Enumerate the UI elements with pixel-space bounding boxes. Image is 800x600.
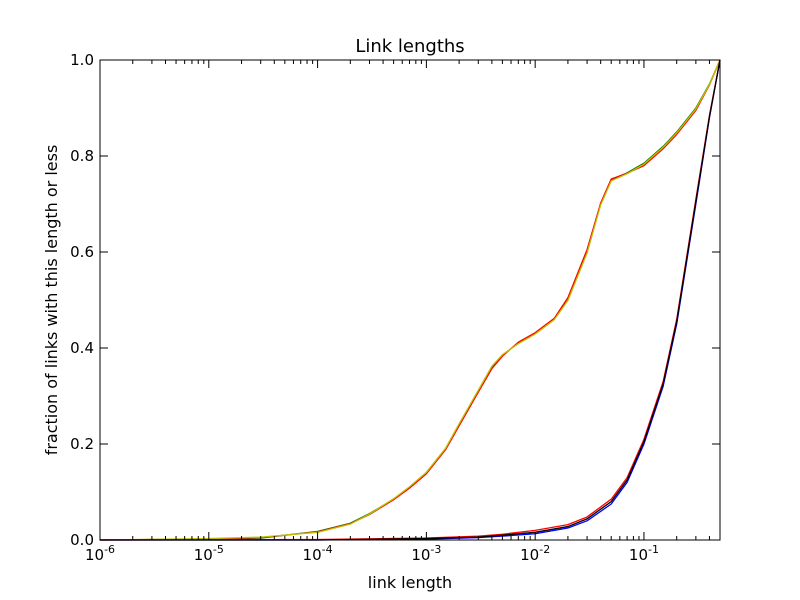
x-tick-label: 10-3 (411, 543, 441, 564)
y-tick-label: 0.4 (70, 339, 94, 357)
y-tick-label: 0.6 (70, 243, 94, 261)
y-tick-label: 0.2 (70, 435, 94, 453)
series-line-3 (99, 59, 721, 541)
y-tick-label: 0.0 (70, 531, 94, 549)
x-tick-label: 10-5 (194, 543, 224, 564)
x-tick-label: 10-1 (629, 543, 659, 564)
x-axis-label: link length (368, 573, 452, 592)
plot-area (99, 59, 721, 541)
chart-title: Link lengths (355, 36, 464, 57)
y-axis: 0.0 0.2 0.4 0.6 0.8 1.0 (70, 51, 720, 549)
series-layer (99, 59, 721, 541)
y-tick-label: 1.0 (70, 51, 94, 69)
plot-background (100, 60, 720, 540)
y-tick-label: 0.8 (70, 147, 94, 165)
x-tick-label: 10-2 (520, 543, 550, 564)
x-tick-label: 10-4 (303, 543, 333, 564)
x-axis: 10-6 10-5 10-4 10-3 10-2 10-1 (85, 60, 710, 564)
x-tick-label: 10-6 (85, 543, 115, 564)
series-line-6 (100, 59, 721, 541)
y-axis-label: fraction of links with this length or le… (42, 145, 61, 456)
